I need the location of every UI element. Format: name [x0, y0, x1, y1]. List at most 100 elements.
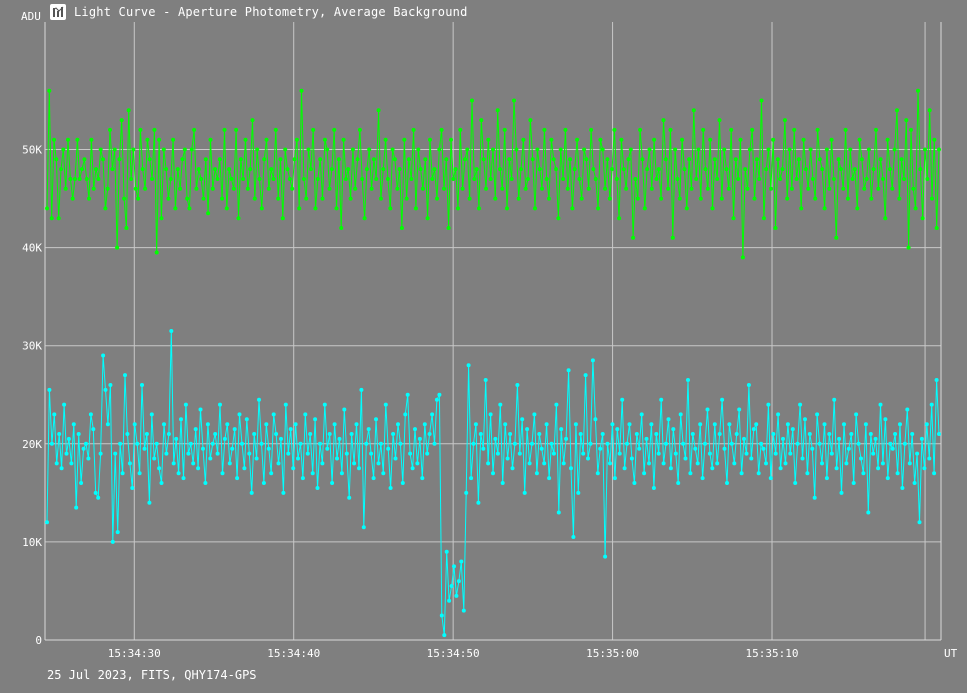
data-point: [359, 387, 364, 392]
data-point: [588, 441, 593, 446]
data-point: [617, 451, 622, 456]
data-point: [500, 481, 505, 485]
data-point: [573, 422, 578, 427]
data-point: [364, 441, 369, 446]
data-point: [257, 177, 262, 181]
data-point: [862, 186, 867, 191]
data-point: [673, 147, 678, 152]
data-point: [498, 402, 503, 407]
data-point: [434, 397, 439, 402]
data-point: [420, 476, 425, 481]
data-point: [101, 353, 106, 358]
data-point: [807, 432, 812, 436]
data-point: [208, 456, 213, 461]
data-point: [768, 476, 773, 481]
data-point: [526, 177, 530, 181]
data-point: [719, 196, 724, 201]
data-point: [366, 427, 371, 432]
data-point: [54, 157, 59, 162]
data-point: [334, 206, 339, 211]
data-point: [279, 436, 283, 441]
data-point: [199, 177, 204, 181]
data-point: [876, 466, 881, 471]
data-point: [259, 441, 264, 446]
light-curve-app-icon[interactable]: [50, 4, 66, 20]
axis-labels: ADU UT 0 10K 20K 30K 40K 50K 15:34:30 15:34:40 1…: [21, 10, 958, 660]
data-point: [635, 196, 640, 201]
data-point: [869, 196, 874, 201]
data-point: [293, 422, 298, 427]
data-point: [129, 177, 134, 181]
data-point: [916, 88, 920, 93]
data-point: [381, 471, 386, 476]
data-point: [341, 137, 346, 142]
data-point: [491, 471, 495, 476]
data-point: [565, 186, 570, 191]
data-point: [568, 157, 573, 162]
data-point: [117, 157, 122, 162]
data-point: [554, 167, 558, 172]
data-point: [731, 216, 736, 221]
data-point: [152, 456, 157, 461]
data-point: [73, 177, 77, 181]
data-point: [542, 461, 547, 466]
data-point: [150, 177, 155, 181]
data-point: [827, 432, 832, 436]
data-point: [603, 186, 608, 191]
data-point: [866, 147, 871, 152]
data-point: [299, 88, 304, 93]
data-point: [411, 127, 416, 132]
data-point: [629, 456, 634, 461]
data-point: [388, 206, 393, 211]
data-point: [647, 461, 651, 466]
data-point: [344, 451, 349, 456]
data-point: [859, 157, 864, 162]
data-point: [86, 456, 91, 461]
data-point: [337, 436, 342, 441]
data-point: [725, 481, 729, 485]
data-point: [193, 427, 198, 432]
data-point: [902, 177, 906, 181]
data-point: [927, 456, 932, 461]
data-point: [112, 147, 117, 152]
data-point: [815, 127, 820, 132]
data-point: [311, 127, 316, 132]
data-point: [691, 108, 696, 113]
data-point: [525, 427, 530, 432]
data-point: [720, 397, 725, 402]
data-point: [806, 186, 811, 191]
data-point: [477, 206, 481, 211]
data-point: [722, 147, 727, 152]
data-point: [551, 157, 556, 162]
data-point: [750, 127, 755, 132]
data-point: [110, 539, 115, 544]
data-point: [732, 461, 737, 466]
data-point: [81, 446, 86, 451]
data-point: [848, 147, 853, 152]
data-point: [428, 137, 432, 142]
data-point: [203, 157, 208, 162]
data-point: [824, 476, 829, 481]
window-title-bar: Light Curve - Aperture Photometry, Avera…: [50, 3, 468, 21]
data-point: [206, 211, 211, 216]
data-point: [403, 412, 408, 417]
data-point: [296, 456, 300, 461]
data-point: [503, 422, 508, 427]
data-point: [918, 167, 923, 172]
data-point: [625, 441, 629, 446]
data-point: [178, 186, 183, 191]
data-point: [566, 368, 571, 373]
axes: [44, 22, 942, 641]
data-point: [639, 412, 644, 417]
data-point: [234, 127, 239, 132]
data-point: [820, 461, 824, 466]
data-point: [287, 177, 292, 181]
data-point: [859, 456, 863, 461]
data-point: [778, 466, 783, 471]
data-point: [600, 432, 605, 436]
data-point: [842, 422, 846, 427]
data-point: [733, 157, 738, 162]
data-point: [876, 186, 881, 191]
data-point: [164, 451, 169, 456]
